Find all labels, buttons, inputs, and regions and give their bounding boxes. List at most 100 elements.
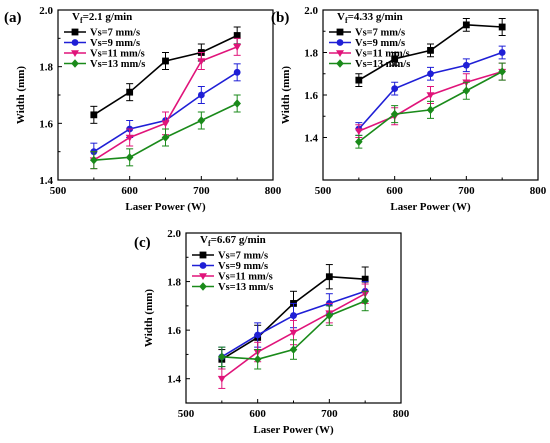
data-point <box>498 23 506 31</box>
data-point <box>197 91 205 99</box>
data-point <box>233 99 241 108</box>
data-point <box>218 352 226 362</box>
legend-label: Vs=9 mm/s <box>218 261 268 272</box>
legend-label: Vs=7 mm/s <box>355 28 405 39</box>
panel-label: (b) <box>271 10 289 26</box>
series <box>355 62 506 149</box>
data-point <box>354 128 363 136</box>
data-point <box>325 273 333 281</box>
feed-rate-symbol: V <box>200 234 208 246</box>
chart-panel: (a) 500 600 700 800 1.4 1.6 1.8 2.0 Laser Power (… <box>4 5 282 213</box>
panel-label: (a) <box>4 10 22 26</box>
legend-entry: Vs=11 mm/s <box>329 49 410 60</box>
chart-panel: (c) 500 600 700 800 1.4 1.6 1.8 2.0 Laser Power (… <box>134 228 410 436</box>
data-point <box>390 109 399 119</box>
y-tick-label: 1.8 <box>304 48 318 60</box>
legend-marker <box>336 59 344 68</box>
series <box>90 26 241 124</box>
y-tick-label: 1.8 <box>39 62 53 74</box>
legend-entry: Vs=7 mm/s <box>192 251 268 262</box>
data-point <box>233 44 242 51</box>
panel-label: (c) <box>134 235 151 251</box>
data-point <box>253 355 262 364</box>
data-point <box>233 32 241 39</box>
x-tick-label: 800 <box>265 185 282 197</box>
legend-marker <box>336 39 344 46</box>
y-tick-label: 1.6 <box>167 325 181 337</box>
x-tick-label: 700 <box>458 185 475 197</box>
y-tick-label: 1.8 <box>167 277 181 289</box>
legend-marker <box>199 251 207 259</box>
legend-entry: Vs=9 mm/s <box>192 261 268 272</box>
legend-entry: Vs=7 mm/s <box>64 28 140 39</box>
data-point <box>391 55 399 63</box>
data-point <box>325 311 334 320</box>
x-tick-label: 600 <box>386 185 403 197</box>
feed-rate-symbol: V <box>72 11 80 23</box>
data-point <box>289 345 298 354</box>
legend-entry: Vs=13 mm/s <box>329 59 410 70</box>
y-tick-label: 1.6 <box>39 118 53 130</box>
data-point <box>125 134 134 142</box>
x-axis-title: Laser Power (W) <box>253 424 334 436</box>
y-axis-title: Width (mm) <box>280 66 292 124</box>
legend-entry: Vs=9 mm/s <box>64 38 140 49</box>
legend-marker <box>199 262 207 269</box>
legend-entry: Vs=7 mm/s <box>329 28 405 39</box>
x-tick-label: 500 <box>50 185 67 197</box>
data-point <box>289 329 298 337</box>
legend-marker <box>336 50 344 57</box>
legend-label: Vs=9 mm/s <box>90 38 140 49</box>
data-point <box>254 331 262 339</box>
feed-rate-subscript: f <box>208 239 211 248</box>
feed-rate-value: =2.1 g/min <box>83 11 133 23</box>
feed-rate-label: Vf=4.33 g/min <box>337 11 403 25</box>
data-point <box>462 86 471 95</box>
x-axis-title: Laser Power (W) <box>390 201 471 213</box>
x-tick-label: 500 <box>315 185 332 197</box>
y-tick-label: 2.0 <box>304 5 318 17</box>
data-point <box>427 70 434 78</box>
data-point <box>197 116 206 125</box>
data-point <box>426 92 435 99</box>
x-tick-label: 700 <box>193 185 210 197</box>
data-point <box>197 58 206 65</box>
data-point <box>498 49 506 56</box>
feed-rate-subscript: f <box>345 16 348 25</box>
x-axis-title: Laser Power (W) <box>125 201 206 213</box>
feed-rate-value: =6.67 g/min <box>211 234 266 246</box>
legend-label: Vs=13 mm/s <box>218 282 273 293</box>
data-point <box>498 67 506 76</box>
feed-rate-label: Vf=6.67 g/min <box>200 234 266 248</box>
feed-rate-value: =4.33 g/min <box>348 11 403 23</box>
x-tick-label: 600 <box>121 185 138 197</box>
x-tick-label: 800 <box>530 185 547 197</box>
data-point <box>426 105 435 115</box>
legend-entry: Vs=13 mm/s <box>192 282 273 293</box>
data-point <box>290 312 297 319</box>
legend-marker <box>199 273 207 280</box>
data-point <box>361 296 369 306</box>
legend-marker <box>71 39 79 46</box>
data-point <box>462 21 470 29</box>
feed-rate-symbol: V <box>337 11 345 23</box>
legend-label: Vs=11 mm/s <box>90 49 145 60</box>
data-point <box>391 85 399 93</box>
x-tick-label: 800 <box>393 408 410 420</box>
legend-entry: Vs=11 mm/s <box>192 272 273 283</box>
legend-marker <box>199 282 207 291</box>
legend-label: Vs=11 mm/s <box>355 49 410 60</box>
data-point <box>355 76 363 84</box>
data-point <box>90 155 98 165</box>
y-tick-label: 2.0 <box>39 5 53 17</box>
y-tick-label: 1.6 <box>304 90 318 102</box>
y-tick-label: 1.4 <box>304 133 318 145</box>
legend-label: Vs=13 mm/s <box>90 59 145 70</box>
data-point <box>233 68 241 76</box>
data-point <box>427 46 434 54</box>
legend-label: Vs=7 mm/s <box>90 28 140 39</box>
x-tick-label: 700 <box>321 408 338 420</box>
legend-entry: Vs=9 mm/s <box>329 38 405 49</box>
legend-entry: Vs=11 mm/s <box>64 49 145 60</box>
